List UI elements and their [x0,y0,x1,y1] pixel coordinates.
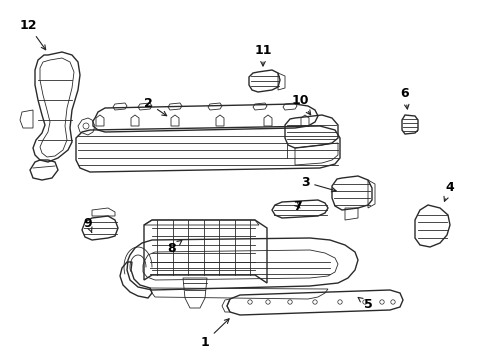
Text: 4: 4 [444,180,454,201]
Text: 8: 8 [168,240,182,255]
Text: 12: 12 [19,18,46,50]
Text: 6: 6 [401,86,409,109]
Text: 9: 9 [84,216,92,233]
Text: 7: 7 [294,199,302,212]
Text: 3: 3 [301,176,336,192]
Text: 10: 10 [291,94,311,115]
Text: 11: 11 [254,44,272,66]
Text: 1: 1 [200,319,229,348]
Text: 2: 2 [144,96,167,116]
Text: 5: 5 [358,297,372,311]
